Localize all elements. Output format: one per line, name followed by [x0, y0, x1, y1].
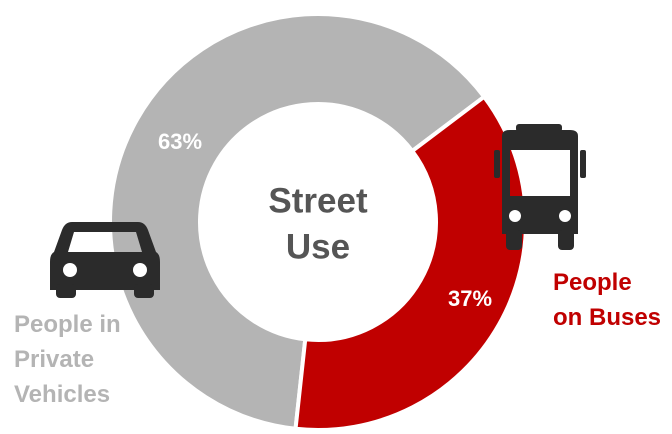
- category-label: People in Private Vehicles: [14, 311, 121, 408]
- value-label: 63%: [158, 129, 202, 154]
- category-label: People on Buses: [553, 269, 661, 331]
- center-label: Street: [268, 181, 368, 220]
- value-label: 37%: [448, 286, 492, 311]
- center-label: Use: [286, 227, 350, 266]
- bus-icon: [494, 124, 586, 250]
- car-icon: [50, 222, 160, 298]
